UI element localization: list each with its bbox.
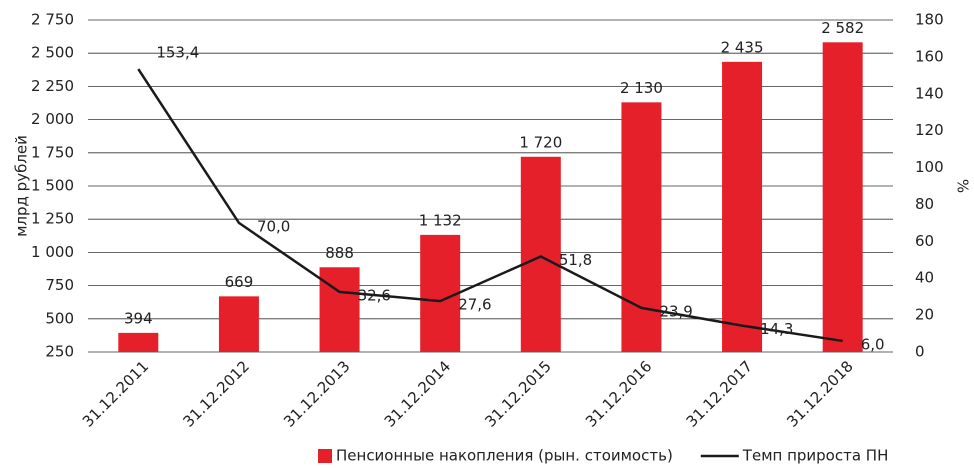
x-tick-label: 31.12.2015 [481,357,554,430]
line-value-label: 153,4 [156,44,199,62]
y-tick-label: 1 000 [31,243,74,261]
line-value-label: 51,8 [559,251,592,269]
y2-tick-label: 20 [915,306,934,324]
y-tick-label: 750 [45,276,74,294]
y-tick-label: 1 500 [31,177,74,195]
y2-tick-label: 100 [915,158,944,176]
bar [218,296,259,352]
bar [722,61,763,352]
line-value-label: 27,6 [458,296,491,314]
y2-tick-label: 60 [915,232,934,250]
x-tick-label: 31.12.2013 [280,357,353,430]
y2-tick-label: 120 [915,121,944,139]
x-tick-label: 31.12.2018 [783,357,856,430]
bar-value-label: 2 582 [821,19,864,37]
bar-value-label: 888 [325,244,354,262]
y-tick-label: 250 [45,343,74,361]
line-value-label: 14,3 [760,320,793,338]
y-tick-label: 1 250 [31,210,74,228]
bar-value-label: 2 435 [721,38,764,56]
y2-axis-label: % [954,179,972,193]
legend-label: Пенсионные накопления (рын. стоимость) [336,447,673,465]
y2-tick-label: 80 [915,195,934,213]
x-tick-label: 31.12.2016 [582,357,655,430]
bar-value-label: 669 [225,273,254,291]
bar [420,234,461,352]
bar-value-label: 1 132 [419,211,462,229]
line-value-label: 6,0 [861,335,885,353]
y2-tick-label: 40 [915,269,934,287]
y-tick-label: 1 750 [31,143,74,161]
bar-value-label: 2 130 [620,79,663,97]
line-value-label: 23,9 [659,302,692,320]
legend-label: Темп прироста ПН [742,447,889,465]
y-axis-label: млрд рублей [13,135,31,237]
bar-value-label: 1 720 [519,133,562,151]
y-tick-label: 500 [45,309,74,327]
legend-swatch [318,449,332,463]
y-tick-label: 2 500 [31,44,74,62]
bar [621,102,662,352]
y2-tick-label: 140 [915,84,944,102]
line-value-label: 70,0 [257,217,290,235]
bar [319,267,360,352]
bar [822,42,863,353]
y2-tick-label: 0 [915,343,925,361]
bar-value-label: 394 [124,309,153,327]
x-tick-label: 31.12.2012 [179,357,252,430]
y-tick-label: 2 250 [31,77,74,95]
y2-tick-label: 180 [915,11,944,29]
x-tick-label: 31.12.2011 [79,357,152,430]
y2-tick-label: 160 [915,47,944,65]
bar [520,156,561,352]
line-value-label: 32,6 [358,286,391,304]
y-tick-label: 2 000 [31,110,74,128]
line [137,68,843,343]
x-tick-label: 31.12.2014 [381,357,454,430]
y-tick-label: 2 750 [31,11,74,29]
x-tick-label: 31.12.2017 [683,357,756,430]
bar [118,332,159,352]
